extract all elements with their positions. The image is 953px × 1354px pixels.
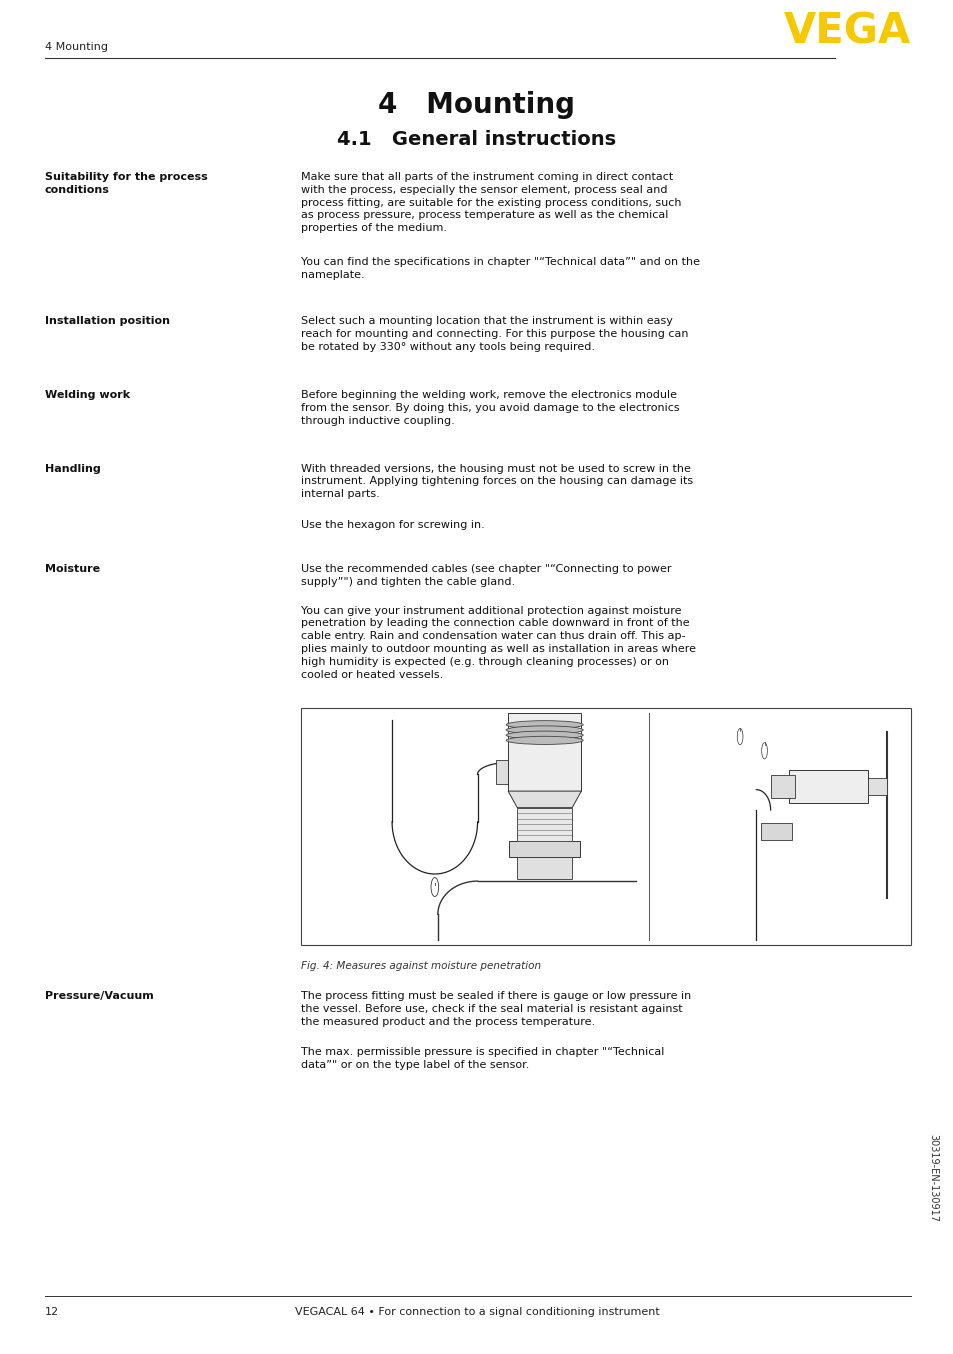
Text: Handling: Handling — [45, 463, 100, 474]
Text: 12: 12 — [45, 1307, 59, 1316]
Text: The process fitting must be sealed if there is gauge or low pressure in
the vess: The process fitting must be sealed if th… — [300, 991, 690, 1026]
Text: Before beginning the welding work, remove the electronics module
from the sensor: Before beginning the welding work, remov… — [300, 390, 679, 425]
Text: 4.1   General instructions: 4.1 General instructions — [337, 130, 616, 149]
Ellipse shape — [506, 731, 582, 739]
Bar — [867, 779, 885, 795]
Text: Pressure/Vacuum: Pressure/Vacuum — [45, 991, 153, 1001]
Text: Welding work: Welding work — [45, 390, 130, 399]
Text: 4   Mounting: 4 Mounting — [378, 91, 575, 119]
Polygon shape — [508, 791, 580, 807]
Text: Suitability for the process
conditions: Suitability for the process conditions — [45, 172, 208, 195]
Text: VEGA: VEGA — [783, 9, 910, 51]
Ellipse shape — [506, 726, 582, 734]
Text: VEGACAL 64 • For connection to a signal conditioning instrument: VEGACAL 64 • For connection to a signal … — [294, 1307, 659, 1316]
Text: You can give your instrument additional protection against moisture
penetration : You can give your instrument additional … — [300, 605, 695, 680]
Text: Use the recommended cables (see chapter "“Connecting to power
supply”") and tigh: Use the recommended cables (see chapter … — [300, 565, 670, 586]
Ellipse shape — [506, 737, 582, 745]
Text: Use the hexagon for screwing in.: Use the hexagon for screwing in. — [300, 520, 484, 529]
Text: Make sure that all parts of the instrument coming in direct contact
with the pro: Make sure that all parts of the instrume… — [300, 172, 680, 233]
Text: The max. permissible pressure is specified in chapter "“Technical
data”" or on t: The max. permissible pressure is specifi… — [300, 1047, 663, 1070]
Ellipse shape — [737, 728, 742, 745]
Bar — [509, 841, 579, 857]
Text: 30319-EN-130917: 30319-EN-130917 — [927, 1135, 937, 1221]
Ellipse shape — [431, 877, 438, 896]
Bar — [300, 708, 910, 945]
Bar — [517, 857, 572, 879]
Text: ♦: ♦ — [432, 888, 437, 894]
Text: Fig. 4: Measures against moisture penetration: Fig. 4: Measures against moisture penetr… — [300, 961, 540, 971]
Bar — [770, 774, 794, 798]
Text: You can find the specifications in chapter "“Technical data”" and on the
namepla: You can find the specifications in chapt… — [300, 257, 699, 280]
Bar — [788, 769, 867, 803]
Bar — [760, 823, 791, 839]
Text: Moisture: Moisture — [45, 565, 100, 574]
Bar — [517, 807, 572, 841]
Text: 4 Mounting: 4 Mounting — [45, 42, 108, 51]
Text: With threaded versions, the housing must not be used to screw in the
instrument.: With threaded versions, the housing must… — [300, 463, 692, 500]
Ellipse shape — [760, 742, 766, 758]
Bar — [508, 712, 580, 791]
Text: Installation position: Installation position — [45, 317, 170, 326]
Text: Select such a mounting location that the instrument is within easy
reach for mou: Select such a mounting location that the… — [300, 317, 687, 352]
Bar — [496, 760, 519, 784]
Ellipse shape — [506, 720, 582, 728]
